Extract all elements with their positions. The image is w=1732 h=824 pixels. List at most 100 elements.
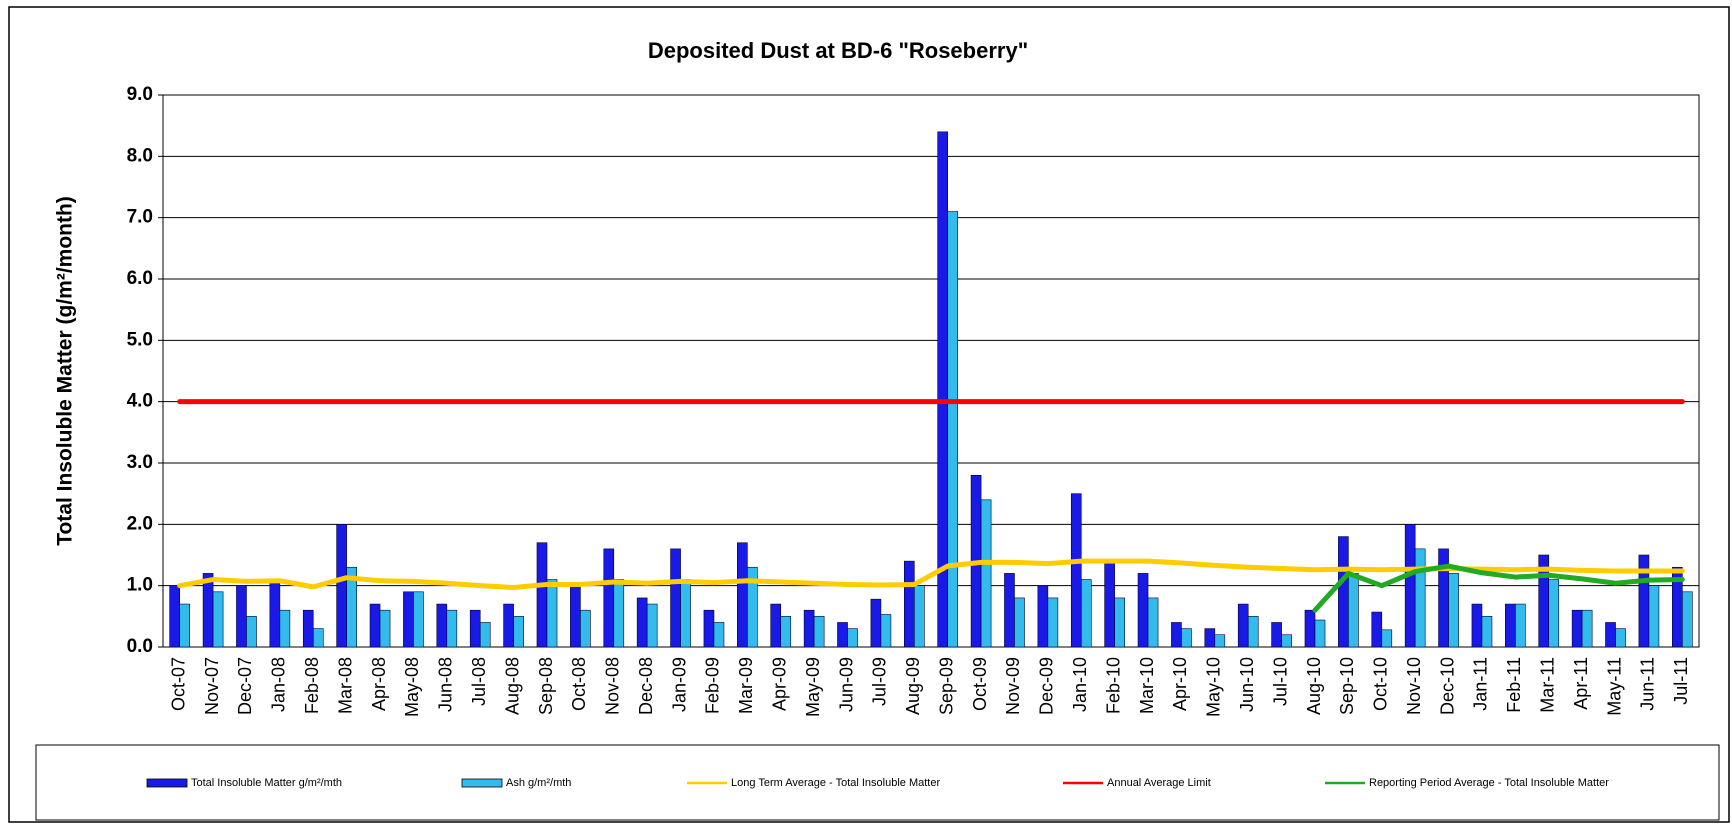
legend-swatch — [146, 778, 188, 788]
x-tick-label: Aug-10 — [1304, 657, 1324, 715]
bar — [670, 548, 681, 648]
y-axis-label: Total Insoluble Matter (g/m²/month) — [54, 196, 77, 546]
plot-area — [162, 94, 1700, 648]
bar — [546, 579, 558, 648]
y-tick-label: 5.0 — [127, 329, 153, 350]
x-tick-label: Jun-08 — [436, 657, 456, 712]
x-tick-label: Feb-09 — [703, 657, 723, 714]
x-tick-label: Jan-09 — [669, 657, 689, 712]
bar — [446, 609, 458, 648]
x-tick-label: Apr-09 — [769, 657, 789, 711]
bar — [1171, 622, 1182, 648]
x-tick-label: Apr-08 — [369, 657, 389, 711]
x-tick-label: Feb-08 — [302, 657, 322, 714]
bar — [847, 628, 858, 648]
x-tick-label: Jul-10 — [1270, 657, 1290, 706]
bar — [169, 585, 180, 648]
bar — [737, 542, 748, 648]
bar — [1147, 597, 1159, 648]
bar — [914, 585, 925, 648]
y-tick-label: 6.0 — [127, 268, 153, 289]
bar — [837, 622, 848, 648]
x-tick-label: Oct-08 — [569, 657, 589, 711]
bar — [703, 609, 715, 648]
bar — [1505, 603, 1516, 648]
legend-label: Ash g/m²/mth — [506, 777, 571, 789]
x-tick-label: Dec-08 — [636, 657, 656, 715]
bar — [246, 616, 257, 648]
bar — [336, 524, 347, 648]
legend-label: Total Insoluble Matter g/m²/mth — [191, 777, 342, 789]
y-tick-label: 1.0 — [127, 575, 153, 596]
bar — [179, 603, 191, 648]
legend-swatch — [461, 778, 503, 788]
y-tick-label: 2.0 — [127, 513, 153, 534]
bar — [302, 609, 314, 648]
y-tick-label: 7.0 — [127, 207, 153, 228]
bar — [646, 603, 658, 648]
bar — [1237, 603, 1249, 648]
bar — [312, 628, 324, 648]
bar — [503, 603, 514, 648]
bar — [1014, 597, 1025, 648]
bar — [1438, 548, 1449, 648]
bar — [1037, 585, 1049, 648]
x-tick-label: Sep-08 — [536, 657, 556, 715]
x-tick-label: Nov-09 — [1003, 657, 1023, 715]
bar — [379, 609, 391, 648]
x-tick-label: Jul-09 — [870, 657, 890, 706]
legend-label: Long Term Average - Total Insoluble Matt… — [731, 777, 940, 789]
bar — [1648, 585, 1660, 648]
bar — [580, 609, 591, 648]
x-tick-label: Oct-07 — [168, 657, 188, 711]
x-tick-label: Sep-10 — [1337, 657, 1357, 715]
x-tick-label: Oct-09 — [970, 657, 990, 711]
x-tick-label: Jan-08 — [269, 657, 289, 712]
x-tick-label: Oct-10 — [1371, 657, 1391, 711]
y-tick-label: 3.0 — [127, 452, 153, 473]
y-tick-label: 4.0 — [127, 391, 153, 412]
bar — [236, 585, 247, 648]
bar — [1080, 579, 1092, 648]
chart-title: Deposited Dust at BD-6 "Roseberry" — [648, 38, 1028, 63]
bar — [212, 591, 224, 648]
bar — [1371, 611, 1383, 648]
bar — [870, 598, 882, 648]
x-tick-label: Jun-10 — [1237, 657, 1257, 712]
bar — [636, 597, 648, 648]
bar — [202, 573, 214, 648]
bar — [880, 614, 892, 648]
x-tick-label: May-08 — [402, 657, 422, 717]
bar — [980, 499, 992, 648]
x-tick-label: Feb-11 — [1504, 657, 1524, 713]
bar — [1047, 597, 1059, 648]
bar — [1004, 573, 1015, 648]
bar — [1682, 591, 1693, 648]
x-tick-label: Aug-08 — [502, 657, 522, 715]
bar — [1571, 609, 1583, 648]
bar — [1448, 573, 1459, 648]
x-tick-label: Feb-10 — [1103, 657, 1123, 714]
bar — [1214, 634, 1226, 648]
x-tick-label: Jan-10 — [1070, 657, 1090, 712]
x-tick-label: Nov-10 — [1404, 657, 1424, 715]
bar — [570, 585, 581, 648]
x-tick-label: Dec-09 — [1037, 657, 1057, 715]
bar — [1137, 573, 1149, 648]
x-tick-label: Jul-08 — [469, 657, 489, 706]
y-tick-label: 9.0 — [127, 84, 153, 105]
x-tick-label: Dec-10 — [1437, 657, 1457, 715]
bar — [680, 579, 691, 648]
legend-label: Annual Average Limit — [1107, 777, 1211, 789]
bar — [479, 622, 491, 648]
x-tick-label: May-11 — [1604, 657, 1624, 716]
x-tick-label: Apr-10 — [1170, 657, 1190, 711]
bar — [1605, 622, 1616, 648]
x-tick-label: Jan-11 — [1471, 657, 1491, 711]
bar — [1404, 524, 1416, 648]
bar — [1271, 622, 1282, 648]
bar — [1114, 597, 1125, 648]
bar — [1247, 616, 1259, 648]
bar — [603, 548, 615, 648]
